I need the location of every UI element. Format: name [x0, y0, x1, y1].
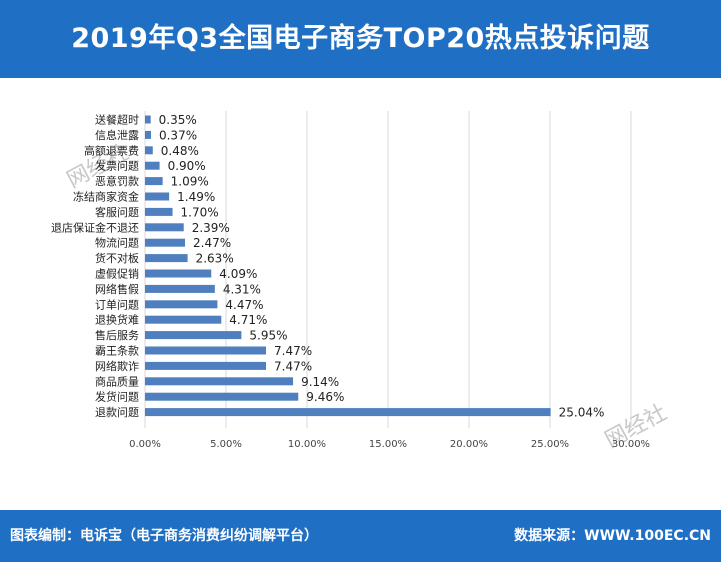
- bar: [145, 331, 242, 340]
- bar: [145, 130, 151, 139]
- data-label: 1.70%: [181, 205, 219, 219]
- data-label: 9.46%: [306, 390, 344, 404]
- category-label: 霸王条款: [95, 344, 139, 358]
- x-tick-label: 15.00%: [369, 439, 407, 450]
- category-label: 信息泄露: [95, 128, 139, 142]
- category-label: 冻结商家资金: [73, 190, 139, 204]
- category-label: 商品质量: [95, 374, 139, 388]
- category-label: 订单问题: [95, 298, 139, 311]
- data-label: 7.47%: [274, 344, 312, 358]
- category-label: 物流问题: [95, 236, 139, 250]
- bar: [145, 269, 212, 278]
- bar: [145, 177, 163, 186]
- x-tick-label: 20.00%: [450, 439, 488, 450]
- data-label: 2.47%: [193, 236, 231, 250]
- data-label: 4.31%: [223, 282, 261, 296]
- data-label: 0.37%: [159, 128, 197, 142]
- data-label: 1.09%: [171, 175, 209, 189]
- data-label: 0.48%: [161, 144, 199, 158]
- x-tick-label: 5.00%: [210, 439, 242, 450]
- x-tick-label: 10.00%: [288, 439, 326, 450]
- bar: [145, 315, 222, 324]
- category-label: 发货问题: [95, 390, 139, 404]
- category-label: 高额退票费: [84, 143, 139, 157]
- bar: [145, 238, 186, 247]
- x-tick-label: 25.00%: [531, 439, 569, 450]
- bar: [145, 254, 188, 263]
- category-label: 退店保证金不退还: [51, 220, 139, 234]
- bar: [145, 361, 267, 370]
- bar: [145, 300, 218, 309]
- footer-source: 数据来源：WWW.100EC.CN: [514, 528, 711, 544]
- category-label: 退款问题: [95, 405, 139, 419]
- title-banner: 2019年Q3全国电子商务TOP20热点投诉问题: [0, 0, 721, 78]
- data-label: 0.90%: [168, 159, 206, 173]
- data-label: 1.49%: [177, 190, 215, 204]
- data-label: 4.71%: [229, 313, 267, 327]
- page-title: 2019年Q3全国电子商务TOP20热点投诉问题: [71, 23, 650, 54]
- category-label: 恶意罚款: [95, 174, 139, 188]
- x-tick-label: 30.00%: [612, 439, 650, 450]
- data-label: 0.35%: [159, 113, 197, 127]
- data-label: 4.47%: [225, 298, 263, 312]
- data-label: 9.14%: [301, 375, 339, 389]
- data-label: 2.63%: [196, 252, 234, 266]
- bars: [145, 115, 551, 417]
- data-label: 4.09%: [219, 267, 257, 281]
- bar: [145, 192, 170, 201]
- data-label: 2.39%: [192, 221, 230, 235]
- bar-chart: 网经社 网经社 送餐超时信息泄露高额退票费发票问题恶意罚款冻结商家资金客服问题退…: [51, 111, 671, 453]
- data-label: 7.47%: [274, 359, 312, 373]
- category-label: 虚假促销: [95, 267, 139, 281]
- footer-banner: 图表编制：电诉宝（电子商务消费纠纷调解平台） 数据来源：WWW.100EC.CN: [0, 510, 721, 562]
- data-labels: 0.35%0.37% 0.48%0.90% 1.09%1.49%1.70% 2.39%…: [159, 113, 605, 420]
- category-label: 售后服务: [95, 328, 139, 342]
- category-label: 送餐超时: [95, 113, 139, 127]
- bar: [145, 377, 294, 386]
- x-tick-label: 0.00%: [129, 439, 161, 450]
- bar: [145, 146, 153, 155]
- x-tick-labels: 0.00% 5.00% 10.00% 15.00% 20.00% 25.00% 30.00%: [129, 439, 650, 450]
- bar: [145, 408, 551, 417]
- data-label: 5.95%: [249, 329, 287, 343]
- category-label: 客服问题: [95, 205, 139, 219]
- footer-credit: 图表编制：电诉宝（电子商务消费纠纷调解平台）: [10, 528, 318, 544]
- bar: [145, 392, 299, 401]
- category-label: 货不对板: [95, 251, 139, 265]
- category-label: 退换货难: [95, 313, 139, 327]
- bar: [145, 207, 173, 216]
- bar: [145, 161, 160, 170]
- bar: [145, 115, 151, 124]
- bar: [145, 223, 184, 232]
- category-label: 网络售假: [95, 282, 139, 296]
- category-label: 发票问题: [95, 159, 139, 173]
- bar: [145, 346, 267, 355]
- category-label: 网络欺诈: [95, 359, 139, 373]
- data-label: 25.04%: [559, 406, 605, 420]
- bar: [145, 284, 215, 293]
- category-labels: 送餐超时信息泄露高额退票费发票问题恶意罚款冻结商家资金客服问题退店保证金不退还物…: [51, 113, 139, 420]
